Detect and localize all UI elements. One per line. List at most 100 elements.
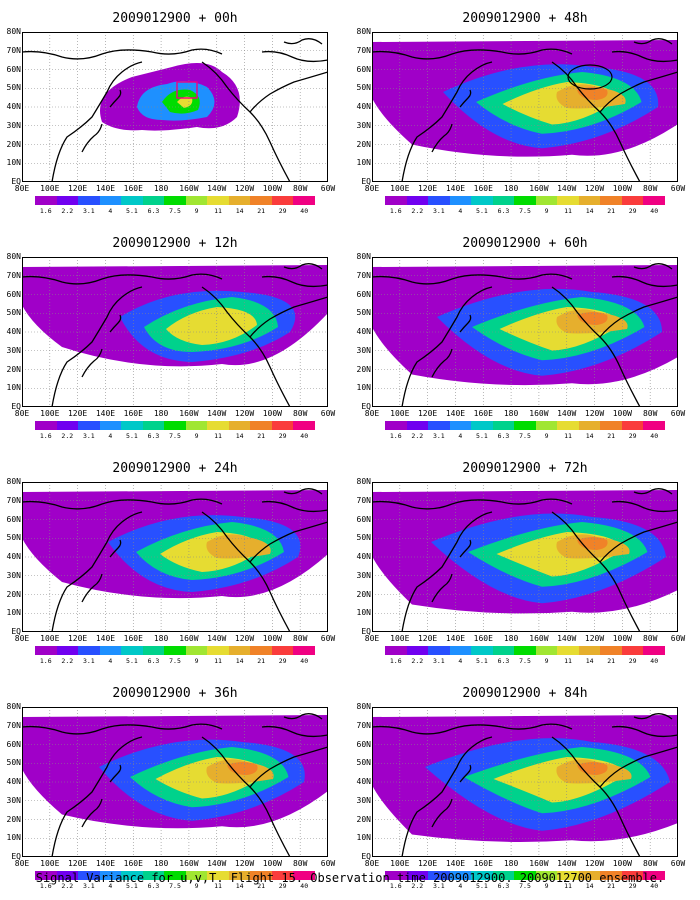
x-tick-label: 160W [179,859,199,868]
colorbar-label: 9 [194,432,199,440]
colorbar-label: 5.1 [476,882,488,890]
y-tick-label: 70N [6,45,21,55]
colorbar-label: 5.1 [126,882,138,890]
x-tick-label: 120W [234,184,255,193]
colorbar [385,196,665,205]
x-tick-label: 120E [417,634,438,643]
colorbar-swatch [142,646,165,655]
colorbar-label: 29 [628,657,637,665]
y-tick-label: 20N [6,364,21,374]
x-tick-label: 160W [529,184,549,193]
x-tick-label: 160W [179,409,199,418]
colorbar-swatch [228,646,251,655]
map-plot [22,32,328,182]
colorbar-label: 9 [544,432,549,440]
colorbar-label: 40 [650,657,659,665]
colorbar-swatch [99,646,122,655]
colorbar-swatch [600,196,622,205]
colorbar-label: 21 [607,657,616,665]
colorbar-swatch [428,871,450,880]
colorbar-label: 21 [607,207,616,215]
x-tick-label: 100W [612,634,632,643]
x-tick-label: 120E [67,859,88,868]
panel-title: 2009012900 + 72h [462,461,588,476]
x-tick-label: 100W [612,409,632,418]
colorbar-label: 6.3 [147,207,160,215]
colorbar-label: 4 [108,882,113,890]
colorbar-label: 3.1 [82,207,95,215]
colorbar-label: 11 [214,432,222,440]
colorbar-swatch [78,646,100,655]
colorbar-swatch [385,196,407,205]
forecast-panel: 2009012900 + 00h EQ 10N 20N 30N 40N 50N 60N 70N 8… [0,0,350,225]
y-tick-label: 40N [6,102,21,111]
y-tick-label: 10N [356,608,371,618]
colorbar-label: 5.1 [476,207,488,215]
map-plot [22,482,328,632]
y-tick-label: 30N [356,795,371,805]
forecast-panel: 2009012900 + 84h EQ 10N 20N 30N 40N 50N 60N 70N 8… [350,675,700,900]
x-tick-label: 120E [67,184,88,193]
x-tick-label: 120W [234,409,255,418]
colorbar-label: 1.6 [39,207,52,215]
colorbar-swatch [449,871,472,880]
colorbar-swatch [250,871,272,880]
colorbar-label: 7.5 [169,657,181,665]
colorbar-swatch [228,196,251,205]
x-tick-label: 180 [153,634,169,643]
y-tick-label: 70N [6,270,21,280]
x-tick-label: 80W [292,634,308,643]
colorbar-swatch [600,646,622,655]
x-tick-label: 60W [670,634,686,643]
y-tick-label: 50N [6,308,21,318]
colorbar-swatch [557,871,579,880]
colorbar-label: 7.5 [169,207,181,215]
y-tick-label: 20N [6,814,21,824]
colorbar-label: 40 [300,657,309,665]
colorbar-label: 7.5 [519,657,531,665]
x-tick-label: 60W [670,859,686,868]
colorbar-label: 9 [544,882,549,890]
colorbar-label: 7.5 [169,882,181,890]
colorbar-label: 2.2 [411,432,424,440]
colorbar-label: 21 [607,432,616,440]
colorbar-swatch [600,871,622,880]
x-tick-label: 80E [14,859,30,868]
y-tick-label: 10N [356,833,371,843]
colorbar-swatch [557,421,579,430]
y-tick-label: 40N [6,327,21,336]
colorbar-swatch [271,871,294,880]
x-tick-label: 180 [503,634,519,643]
variance-map: EQ 10N 20N 30N 40N 50N 60N 70N 80N 80E 100E 120E 140… [357,253,686,419]
colorbar-swatch [271,646,294,655]
x-tick-label: 160W [179,184,199,193]
y-tick-label: 70N [6,495,21,505]
map-plot [372,32,678,182]
y-tick-label: 50N [356,308,371,318]
colorbar-label: 21 [257,882,266,890]
x-tick-label: 100E [390,859,410,868]
x-tick-label: 100W [262,409,282,418]
forecast-panel: 2009012900 + 36h EQ 10N 20N 30N 40N 50N 60N 70N 8… [0,675,350,900]
y-tick-label: 30N [356,120,371,130]
x-tick-label: 140W [207,409,227,418]
x-tick-label: 60W [670,409,686,418]
y-tick-label: 70N [356,720,371,730]
colorbar-labels: 1.6 2.2 3.1 4 5.1 6.3 7.5 9 11 14 21 29 40 [385,432,665,440]
colorbar-swatch [56,646,79,655]
x-tick-label: 120W [584,859,605,868]
colorbar-swatch [99,196,122,205]
colorbar-swatch [99,871,122,880]
colorbar-swatch [471,871,493,880]
colorbar [35,421,315,430]
colorbar-labels: 1.6 2.2 3.1 4 5.1 6.3 7.5 9 11 14 21 29 40 [385,882,665,890]
colorbar-label: 3.1 [432,207,445,215]
x-tick-label: 140W [557,409,577,418]
colorbar-swatch [578,196,601,205]
x-tick-label: 140E [445,634,466,643]
colorbar-label: 21 [257,207,266,215]
y-tick-label: 60N [356,739,371,749]
colorbar-swatch [207,421,229,430]
colorbar-swatch [578,871,601,880]
y-tick-label: 50N [356,83,371,93]
